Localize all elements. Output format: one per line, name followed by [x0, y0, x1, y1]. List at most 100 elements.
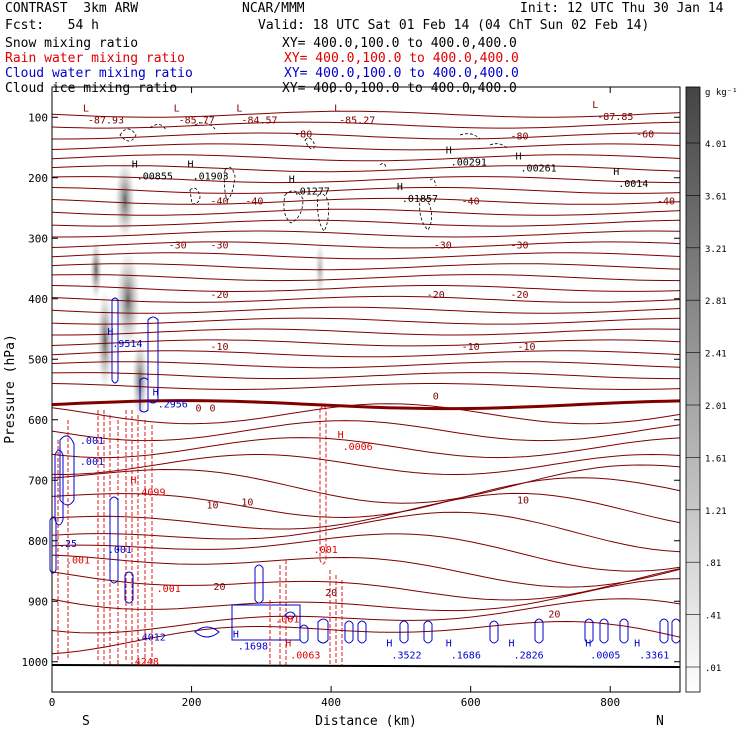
field-xy-cloud-water: XY= 400.0,100.0 to 400.0,400.0	[284, 66, 519, 81]
extremum-type-label: H	[516, 152, 522, 163]
temperature-contour-label: 0	[433, 392, 439, 403]
extremum-type-label: L	[236, 103, 242, 114]
contour-value-label: .001	[108, 545, 132, 556]
axes: 0 200 400 600 800100200300400500600700800900…	[22, 87, 680, 709]
temperature-contour	[51, 285, 681, 293]
x-tick-label: 800	[600, 696, 620, 709]
extremum-type-label: H	[188, 160, 194, 171]
temperature-contour-label: -10	[517, 342, 535, 353]
temperature-contour	[51, 420, 681, 442]
temperature-contour	[51, 598, 681, 634]
temperature-contour	[51, 361, 681, 369]
colorbar-tick-label: .81	[705, 559, 721, 569]
extremum-value-label: .2956	[158, 400, 188, 411]
surface-line	[51, 664, 681, 668]
temperature-contour-lines	[51, 110, 681, 655]
temperature-contour-label: -30	[210, 240, 228, 251]
extremum-value-label: .3361	[639, 651, 669, 662]
extremum-type-label: H	[446, 639, 452, 650]
field-label-snow: Snow mixing ratio	[5, 36, 139, 51]
extremum-type-label: H	[613, 167, 619, 178]
contour-value-label: .4248	[129, 657, 159, 668]
temperature-contour	[51, 554, 681, 588]
forecast-hour: Fcst: 54 h	[5, 18, 99, 33]
extremum-value-label: .01277	[294, 187, 330, 198]
chart-marks: -80 -80 -60 -40 -40 -40 -40 -30 -30 -30 -30 -20 -20 -…	[59, 100, 675, 668]
cloud-ice-contours	[119, 122, 509, 232]
temperature-contour-label: -10	[462, 342, 480, 353]
temperature-contour	[51, 208, 681, 216]
colorbar-tick-label: 1.61	[705, 454, 727, 464]
y-tick-label: 900	[28, 595, 48, 608]
colorbar-tick-label: 2.81	[705, 297, 727, 307]
colorbar-unit: g kg⁻¹	[705, 88, 738, 98]
temperature-contour	[51, 403, 681, 425]
temperature-contour	[51, 317, 681, 325]
temperature-contour	[51, 197, 681, 205]
temperature-contour	[52, 230, 681, 238]
extremum-type-label: H	[338, 430, 344, 441]
y-tick-label: 200	[28, 172, 48, 185]
y-tick-label: 1000	[22, 656, 49, 669]
extremum-value-label: -87.85	[597, 112, 633, 123]
colorbar-tick-label: 3.21	[705, 245, 727, 255]
temperature-contour	[51, 350, 681, 358]
colorbar-tick-label: .01	[705, 664, 721, 674]
y-tick-label: 600	[28, 414, 48, 427]
temperature-contour	[51, 110, 681, 118]
extremum-value-label: .0005	[590, 651, 620, 662]
extremum-type-label: H	[233, 630, 239, 641]
contour-value-label: .001	[66, 556, 90, 567]
extremum-value-label: .3522	[391, 651, 421, 662]
extremum-type-label: H	[509, 639, 515, 650]
temperature-contour-label: -10	[210, 342, 228, 353]
temperature-contour	[51, 143, 681, 151]
extremum-value-label: .0063	[290, 651, 320, 662]
temperature-contour	[51, 464, 681, 504]
temperature-contour	[51, 339, 681, 347]
temperature-contour-label: 20	[213, 582, 225, 593]
extremum-type-label: H	[634, 639, 640, 650]
model-title: CONTRAST 3km ARW	[5, 1, 139, 16]
extremum-value-label: .0014	[618, 179, 648, 190]
y-tick-label: 100	[28, 111, 48, 124]
y-tick-label: 500	[28, 353, 48, 366]
temperature-contour	[51, 176, 681, 184]
temperature-contour-label: -20	[510, 290, 528, 301]
temperature-contour	[51, 533, 681, 572]
field-label-cloud-water: Cloud water mixing ratio	[5, 66, 193, 81]
extremum-type-label: H	[585, 639, 591, 650]
y-tick-label: 700	[28, 474, 48, 487]
field-xy-snow: XY= 400.0,100.0 to 400.0,400.0	[282, 36, 517, 51]
extremum-value-label: .1686	[451, 651, 481, 662]
org-label: NCAR/MMM	[242, 1, 305, 16]
y-tick-label: 300	[28, 232, 48, 245]
temperature-contour	[51, 165, 681, 173]
extremum-type-label: H	[446, 146, 452, 157]
extremum-type-label: H	[386, 639, 392, 650]
temperature-contour-label: -40	[210, 197, 228, 208]
contour-value-label: .25	[59, 539, 77, 550]
temperature-contour-label: -40	[245, 197, 263, 208]
temperature-contour-label: 0	[196, 404, 202, 415]
temperature-contour	[52, 328, 681, 336]
temperature-contour	[51, 477, 681, 519]
colorbar-ticks: 4.01 3.61 3.21 2.81 2.41 2.01 1.61 1.21 .81 .41 .0…	[686, 140, 727, 674]
extremum-type-label: H	[153, 388, 159, 399]
temperature-contour	[51, 154, 681, 162]
contour-value-label: .001	[80, 436, 104, 447]
y-axis-title: Pressure (hPa)	[3, 334, 18, 444]
extremum-value-label: .00261	[521, 164, 557, 175]
contour-value-label: .001	[157, 584, 181, 595]
contour-value-label: .001	[314, 545, 338, 556]
contour-value-label: .001	[275, 614, 299, 625]
field-label-rain: Rain water mixing ratio	[5, 51, 186, 66]
extremum-type-label: H	[132, 160, 138, 171]
temperature-contour	[51, 295, 681, 303]
temperature-contour	[51, 437, 681, 459]
temperature-contour-label: -30	[434, 240, 452, 251]
extremum-type-label: L	[592, 100, 598, 111]
extremum-value-label: -85.77	[179, 115, 215, 126]
x-tick-label: 600	[461, 696, 481, 709]
temperature-contour-label: -80	[294, 130, 312, 141]
